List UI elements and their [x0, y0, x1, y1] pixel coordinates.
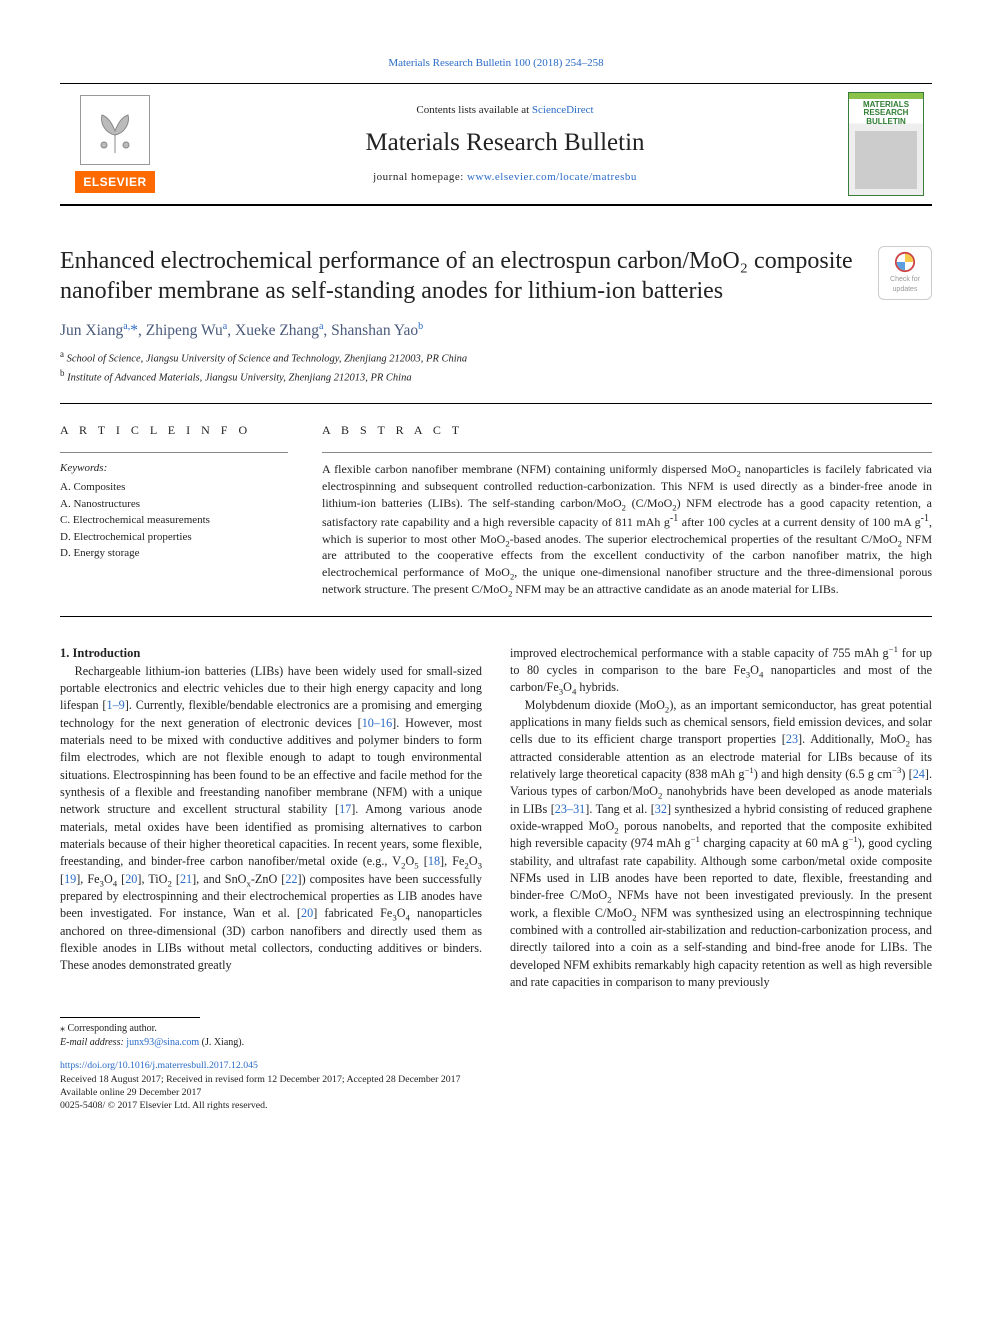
journal-homepage-line: journal homepage: www.elsevier.com/locat… [170, 170, 840, 185]
email-line: E-mail address: junx93@sina.com (J. Xian… [60, 1036, 932, 1050]
elsevier-tree-icon [80, 95, 150, 165]
body-paragraph: Rechargeable lithium-ion batteries (LIBs… [60, 663, 482, 975]
updates-badge-line1: Check for [890, 275, 920, 284]
contents-lists-line: Contents lists available at ScienceDirec… [170, 103, 840, 118]
keywords-list: A. Composites A. Nanostructures C. Elect… [60, 479, 288, 562]
body-paragraph: Molybdenum dioxide (MoO2), as an importa… [510, 697, 932, 992]
divider [60, 403, 932, 404]
running-head-link[interactable]: Materials Research Bulletin 100 (2018) 2… [388, 57, 603, 69]
abstract-label: A B S T R A C T [322, 422, 932, 438]
article-history: Received 18 August 2017; Received in rev… [60, 1074, 460, 1085]
keyword-item: C. Electrochemical measurements [60, 512, 288, 529]
keyword-item: D. Electrochemical properties [60, 529, 288, 546]
email-suffix: (J. Xiang). [199, 1037, 244, 1048]
updates-badge-line2: updates [893, 285, 918, 294]
contents-prefix: Contents lists available at [416, 104, 531, 116]
keywords-heading: Keywords: [60, 461, 288, 476]
keyword-item: D. Energy storage [60, 545, 288, 562]
divider [60, 452, 288, 453]
journal-homepage-link[interactable]: www.elsevier.com/locate/matresbu [467, 171, 637, 183]
journal-name: Materials Research Bulletin [170, 126, 840, 160]
footnote-rule [60, 1017, 200, 1018]
article-info-label: A R T I C L E I N F O [60, 422, 288, 438]
affil-marker: a [60, 349, 64, 359]
cover-title-line: BULLETIN [866, 117, 906, 126]
check-for-updates-badge[interactable]: Check for updates [878, 246, 932, 300]
affiliation: b Institute of Advanced Materials, Jiang… [60, 367, 932, 386]
affil-text: School of Science, Jiangsu University of… [67, 353, 468, 364]
email-label: E-mail address: [60, 1037, 126, 1048]
corresponding-author-note: ⁎ Corresponding author. [60, 1022, 932, 1036]
homepage-prefix: journal homepage: [373, 171, 467, 183]
journal-masthead: ELSEVIER Contents lists available at Sci… [60, 83, 932, 206]
keyword-item: A. Composites [60, 479, 288, 496]
article-title: Enhanced electrochemical performance of … [60, 246, 862, 306]
author-list: Jun Xianga,*, Zhipeng Wua, Xueke Zhanga,… [60, 320, 932, 342]
section-heading: 1. Introduction [60, 645, 482, 663]
affiliations: a School of Science, Jiangsu University … [60, 348, 932, 385]
divider [60, 616, 932, 617]
doi-link[interactable]: https://doi.org/10.1016/j.materresbull.2… [60, 1060, 258, 1071]
affil-marker: b [60, 368, 64, 378]
running-head: Materials Research Bulletin 100 (2018) 2… [60, 56, 932, 71]
corresponding-email-link[interactable]: junx93@sina.com [126, 1037, 199, 1048]
copyright-line: 0025-5408/ © 2017 Elsevier Ltd. All righ… [60, 1100, 267, 1111]
affil-text: Institute of Advanced Materials, Jiangsu… [67, 372, 412, 383]
online-date: Available online 29 December 2017 [60, 1087, 201, 1098]
crossmark-icon [894, 251, 916, 273]
page-footer: ⁎ Corresponding author. E-mail address: … [60, 1017, 932, 1112]
elsevier-wordmark: ELSEVIER [75, 171, 154, 193]
keyword-item: A. Nanostructures [60, 496, 288, 513]
affiliation: a School of Science, Jiangsu University … [60, 348, 932, 367]
journal-cover-thumb: MATERIALS RESEARCH BULLETIN [848, 92, 924, 196]
divider [322, 452, 932, 453]
body-column-left: 1. Introduction Rechargeable lithium-ion… [60, 645, 482, 992]
abstract-text: A flexible carbon nanofiber membrane (NF… [322, 461, 932, 597]
body-paragraph: improved electrochemical performance wit… [510, 645, 932, 697]
body-column-right: improved electrochemical performance wit… [510, 645, 932, 992]
sciencedirect-link[interactable]: ScienceDirect [532, 104, 594, 116]
